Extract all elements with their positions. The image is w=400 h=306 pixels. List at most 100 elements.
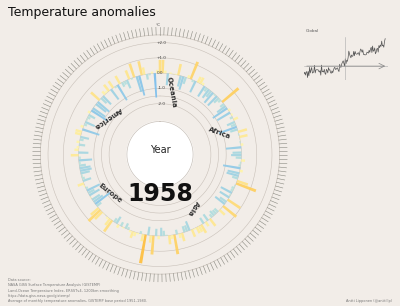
- Bar: [159, 60, 161, 73]
- Bar: [219, 196, 227, 203]
- Bar: [206, 90, 212, 98]
- Bar: [238, 164, 241, 167]
- Bar: [136, 233, 139, 235]
- Text: 1958: 1958: [127, 155, 193, 206]
- Bar: [149, 235, 152, 243]
- Bar: [240, 162, 241, 164]
- Bar: [102, 95, 112, 105]
- Bar: [136, 76, 142, 92]
- Bar: [227, 121, 235, 126]
- Bar: [78, 157, 81, 159]
- Bar: [97, 101, 110, 112]
- Bar: [162, 231, 165, 236]
- Bar: [240, 138, 241, 141]
- Bar: [148, 74, 151, 76]
- Bar: [116, 216, 122, 224]
- Bar: [79, 159, 92, 162]
- Bar: [94, 192, 111, 205]
- Bar: [200, 224, 207, 233]
- Bar: [147, 226, 150, 235]
- Bar: [239, 134, 248, 138]
- Bar: [125, 223, 129, 229]
- Bar: [137, 61, 143, 75]
- Bar: [227, 170, 240, 174]
- Text: Africa: Africa: [208, 126, 232, 140]
- Bar: [202, 214, 209, 221]
- Bar: [158, 236, 160, 239]
- Bar: [86, 118, 88, 121]
- Bar: [220, 103, 225, 108]
- Bar: [108, 80, 114, 88]
- Bar: [173, 234, 179, 254]
- Bar: [172, 73, 174, 74]
- Bar: [92, 107, 106, 118]
- Bar: [139, 231, 142, 234]
- Bar: [121, 82, 125, 87]
- Bar: [178, 233, 182, 238]
- Bar: [77, 182, 84, 187]
- Bar: [80, 165, 91, 170]
- Bar: [74, 148, 79, 151]
- Bar: [95, 103, 107, 113]
- Bar: [142, 67, 146, 75]
- Bar: [82, 177, 85, 180]
- Text: +1.0: +1.0: [157, 56, 166, 60]
- Polygon shape: [127, 121, 193, 188]
- Bar: [231, 186, 235, 189]
- Bar: [233, 117, 238, 121]
- Bar: [196, 227, 201, 234]
- Bar: [197, 86, 206, 97]
- Bar: [96, 202, 102, 207]
- Bar: [231, 113, 233, 116]
- Bar: [146, 74, 149, 80]
- Bar: [127, 227, 130, 230]
- Bar: [133, 232, 136, 237]
- Bar: [82, 177, 92, 182]
- Bar: [114, 75, 121, 84]
- Bar: [222, 87, 240, 103]
- Bar: [106, 216, 109, 220]
- Bar: [213, 94, 216, 96]
- Bar: [232, 151, 242, 154]
- Bar: [185, 221, 190, 231]
- Bar: [76, 140, 80, 143]
- Bar: [174, 73, 177, 75]
- Bar: [209, 214, 213, 218]
- Bar: [168, 235, 172, 244]
- Bar: [90, 91, 100, 101]
- Bar: [240, 170, 243, 173]
- Bar: [228, 108, 231, 111]
- Bar: [204, 92, 214, 103]
- Bar: [177, 76, 182, 87]
- Bar: [155, 229, 158, 236]
- Bar: [94, 211, 103, 220]
- Bar: [187, 75, 190, 79]
- Bar: [218, 99, 221, 103]
- Bar: [84, 123, 87, 126]
- Bar: [226, 146, 241, 150]
- Bar: [105, 90, 108, 93]
- Bar: [126, 80, 132, 89]
- Bar: [181, 233, 186, 241]
- Bar: [79, 144, 85, 147]
- Bar: [80, 167, 92, 172]
- Bar: [154, 73, 157, 98]
- Bar: [238, 128, 247, 133]
- Bar: [113, 218, 118, 222]
- Bar: [229, 116, 233, 120]
- Bar: [165, 235, 168, 236]
- Bar: [101, 91, 106, 95]
- Text: America: America: [93, 106, 123, 130]
- Text: Temperature anomalies: Temperature anomalies: [8, 6, 156, 19]
- Bar: [164, 70, 167, 73]
- Bar: [139, 234, 147, 263]
- Bar: [166, 73, 169, 85]
- Bar: [79, 164, 86, 167]
- Bar: [80, 138, 84, 141]
- Bar: [90, 207, 99, 216]
- Bar: [85, 121, 95, 127]
- Bar: [80, 125, 84, 128]
- Bar: [156, 70, 158, 73]
- Bar: [190, 62, 199, 80]
- Bar: [177, 64, 182, 75]
